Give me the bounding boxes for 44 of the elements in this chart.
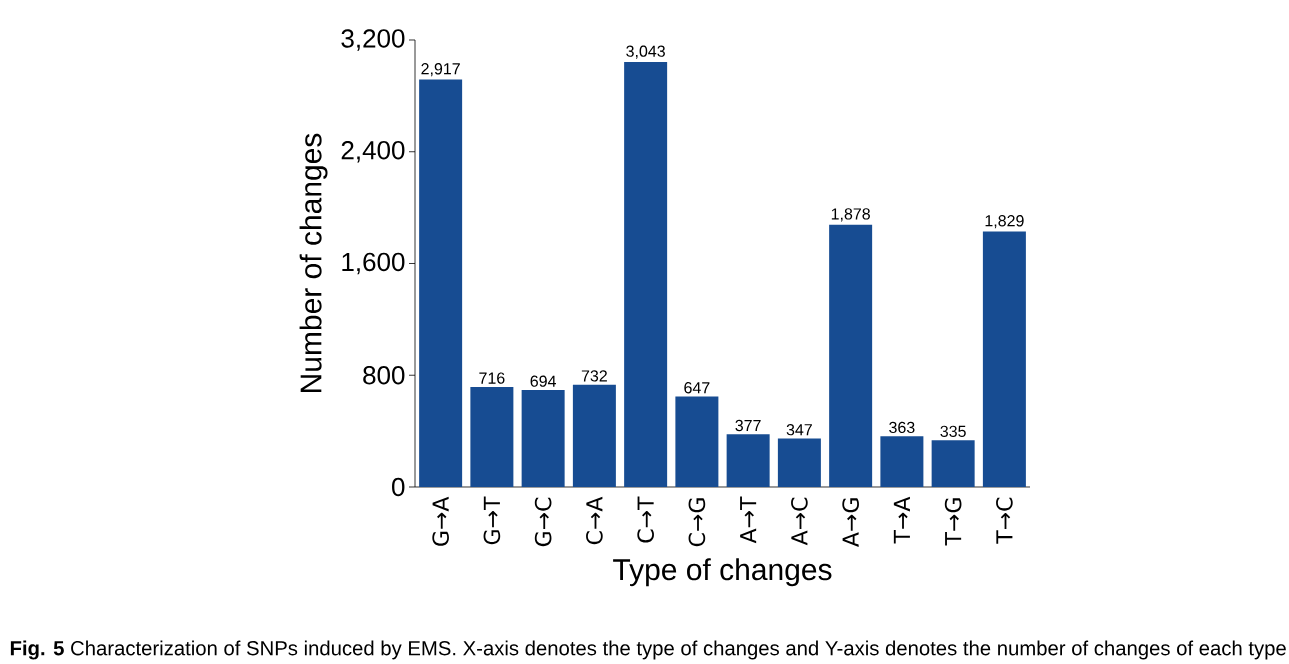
x-axis-title: Type of changes (613, 558, 832, 587)
data-label: 335 (940, 425, 966, 437)
bar (829, 224, 873, 487)
data-label: 694 (530, 375, 556, 387)
x-tick-label: G→C (534, 497, 552, 547)
bar (726, 434, 770, 487)
y-tick-label: 1,600 (342, 252, 405, 275)
x-tick-label: A→G (842, 498, 859, 547)
text: Fig. 5 Characterization of SNPs induced by EMS. X-axis denotes the type of changes and Y-axis denotes the number of changes of each type (10, 640, 1286, 660)
bar (880, 436, 924, 487)
bar (777, 438, 821, 487)
y-tick-label: 3,200 (341, 29, 405, 51)
data-label: 363 (889, 421, 915, 434)
y-tick-label: 800 (363, 366, 405, 385)
x-tick-label: T→A (893, 496, 910, 544)
bar (675, 396, 719, 487)
x-tick-label: G→T (483, 496, 501, 545)
bar (521, 390, 565, 487)
y-tick-label: 2,400 (341, 141, 405, 163)
x-tick-label: C→A (586, 496, 603, 545)
data-label: 647 (684, 382, 710, 394)
data-label: 377 (735, 419, 761, 432)
y-tick-label: 0 (392, 477, 405, 497)
x-tick-label: G→A (432, 496, 449, 546)
data-label: 2,917 (421, 63, 460, 77)
data-label: 1,878 (831, 208, 870, 222)
x-tick-label: A→T (740, 496, 757, 544)
data-label: 1,829 (985, 215, 1024, 229)
bar (982, 231, 1026, 487)
data-label: 732 (581, 370, 607, 382)
bar (624, 61, 668, 487)
data-label: 716 (479, 372, 505, 384)
x-tick-label: C→G (688, 498, 706, 547)
bar (931, 440, 975, 487)
data-label: 347 (786, 424, 812, 436)
y-axis-title: Number of changes (299, 133, 328, 392)
bar (419, 79, 463, 487)
x-tick-label: A→C (791, 497, 808, 546)
x-tick-label: C→T (637, 496, 654, 543)
data-label: 3,043 (626, 45, 665, 59)
x-tick-label: T→G (944, 498, 962, 546)
x-tick-label: T→C (996, 497, 1013, 544)
bar (470, 386, 514, 487)
bar (572, 384, 616, 487)
